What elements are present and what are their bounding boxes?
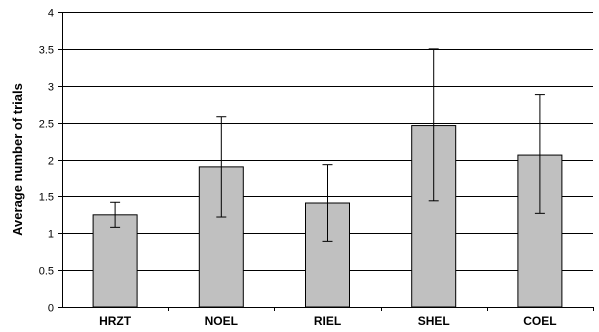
y-tick-label: 3.5 xyxy=(39,45,54,57)
y-tick-label: 0 xyxy=(48,303,54,315)
y-tick-label: 0.5 xyxy=(39,266,54,278)
axes xyxy=(58,12,594,311)
y-axis-title: Average number of trials xyxy=(10,83,25,236)
error-bar-riel xyxy=(322,164,333,242)
x-tick-label: COEL xyxy=(523,314,556,328)
x-tick-label: NOEL xyxy=(205,314,238,328)
error-bar-coel xyxy=(534,94,545,214)
error-bar-hrzt xyxy=(110,201,121,228)
x-tick-label: SHEL xyxy=(418,314,450,328)
error-bar-noel xyxy=(216,116,227,218)
bar-hrzt xyxy=(92,214,138,308)
y-tick-label: 3 xyxy=(48,82,54,94)
error-bar-shel xyxy=(428,48,439,202)
y-tick-label: 2.5 xyxy=(39,119,54,131)
y-tick-label: 2 xyxy=(48,156,54,168)
error-bars xyxy=(110,48,545,242)
tick-labels: 0 0.5 1 1.5 2 2.5 3 3.5 4 HRZT NOEL RIEL SHEL COEL xyxy=(39,8,557,329)
x-tick-label: RIEL xyxy=(314,314,341,328)
y-tick-label: 4 xyxy=(48,8,54,20)
bar-shel xyxy=(411,125,457,308)
x-tick-label: HRZT xyxy=(99,314,132,328)
y-tick-label: 1 xyxy=(48,229,54,241)
y-tick-label: 1.5 xyxy=(39,192,54,204)
